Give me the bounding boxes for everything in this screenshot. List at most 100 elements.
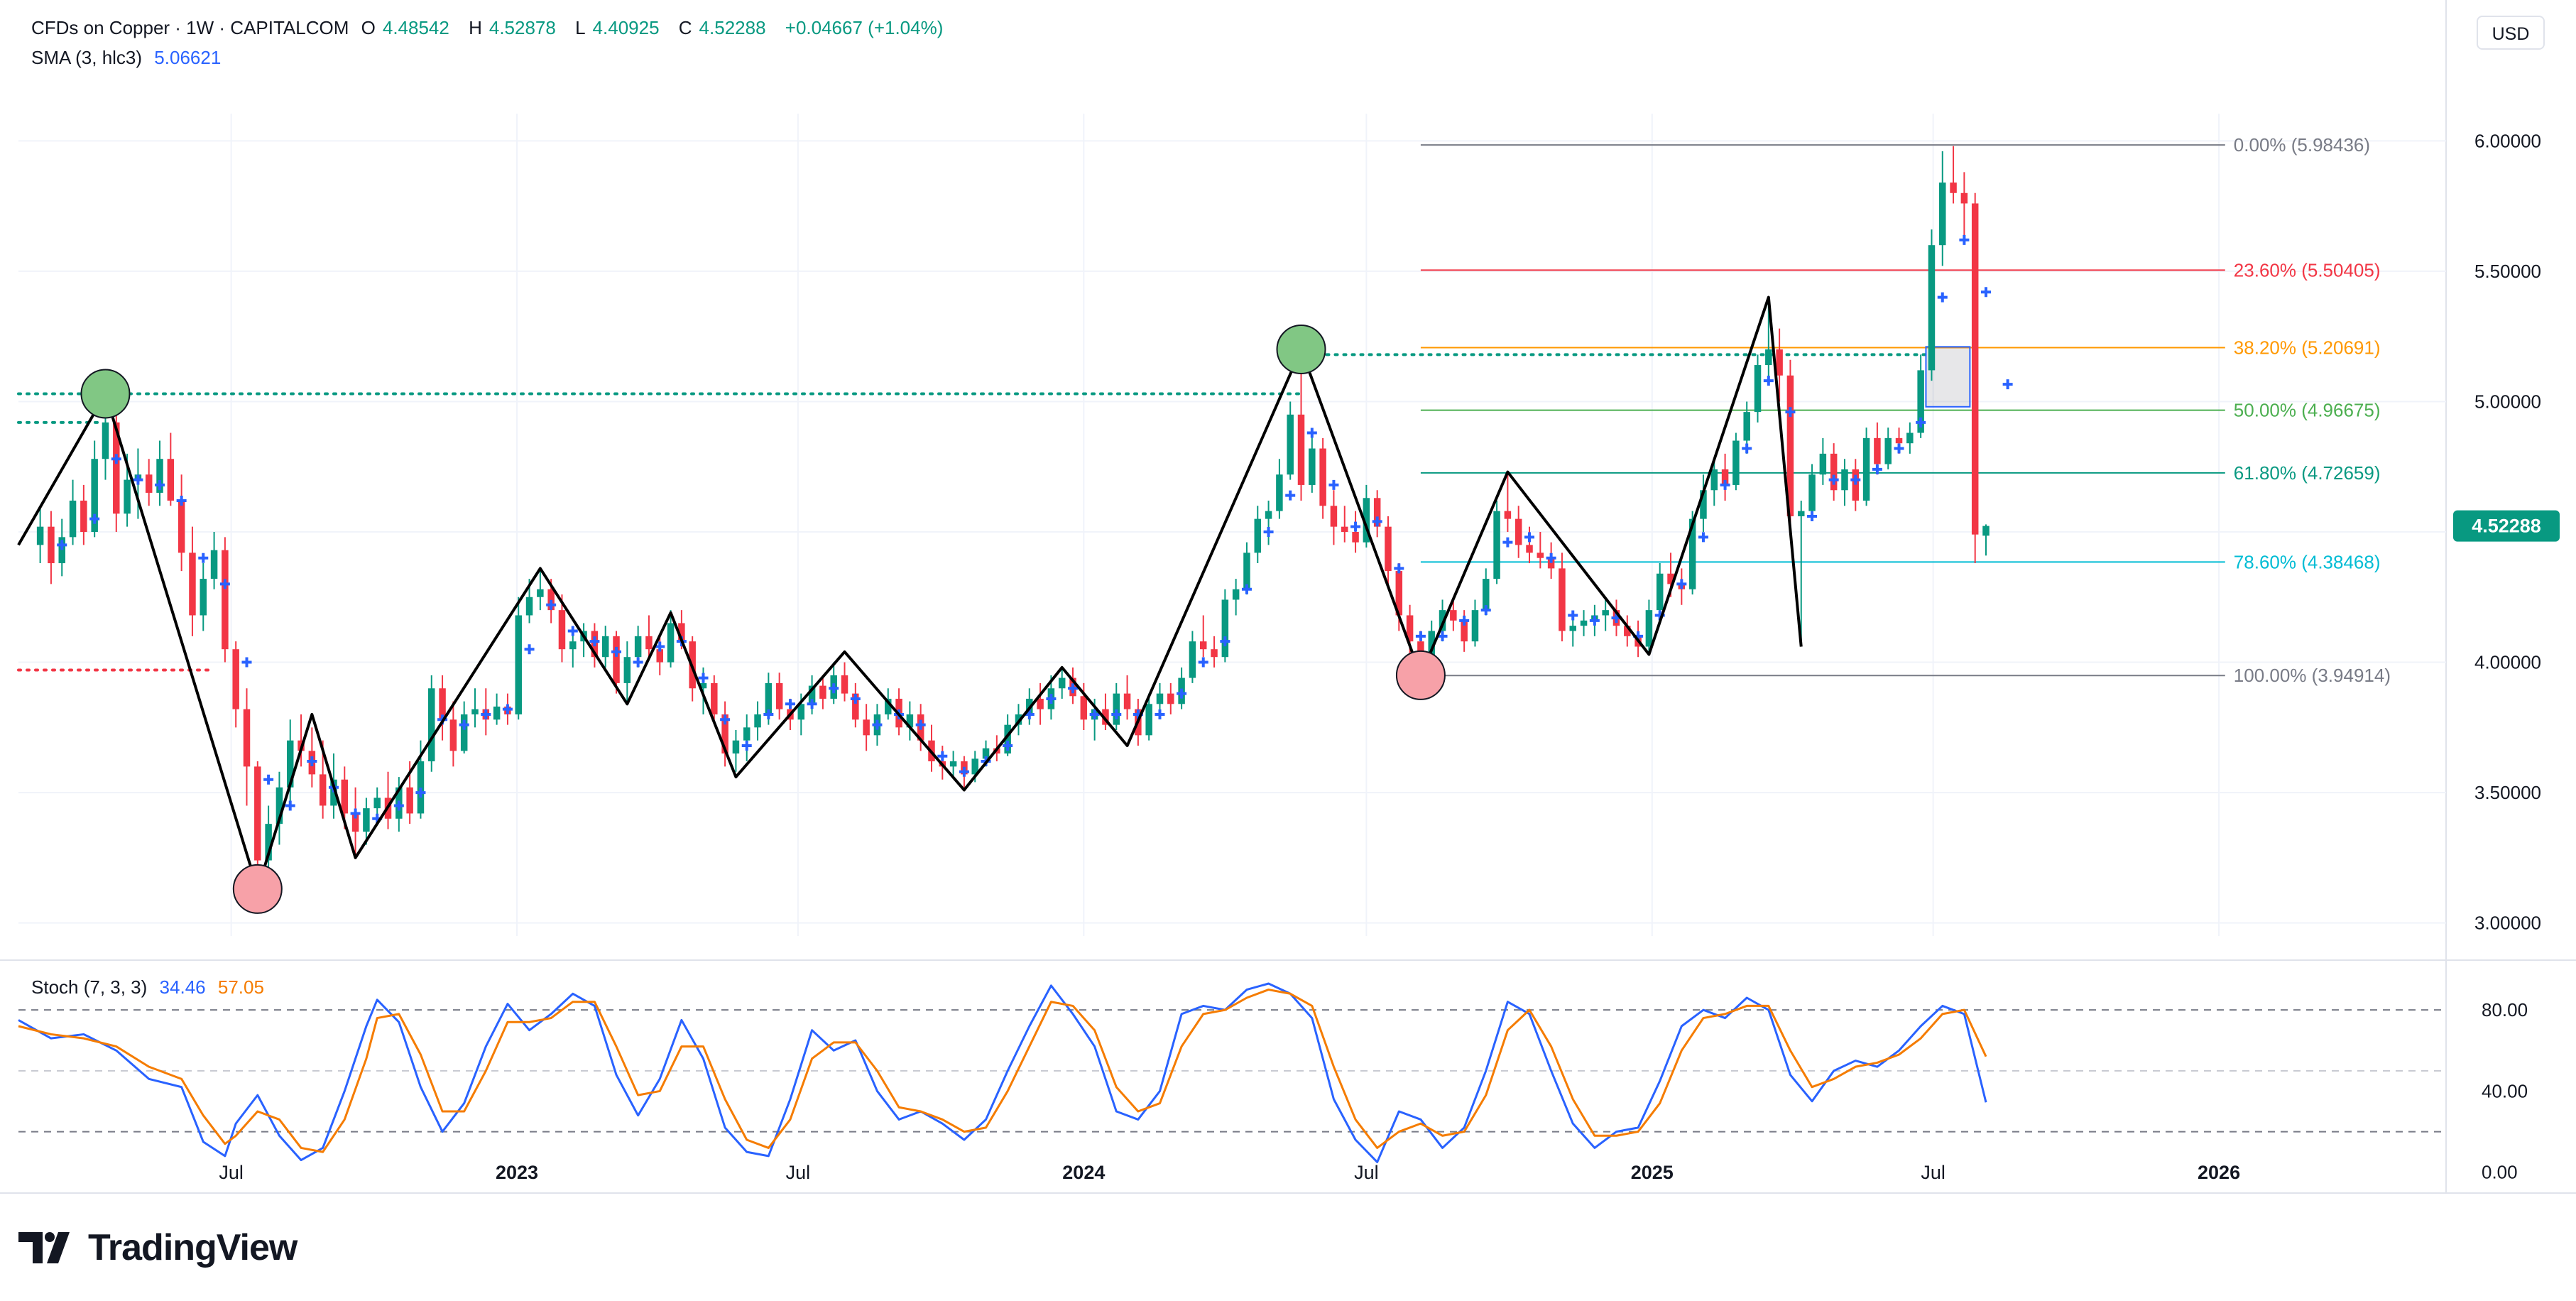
low-label: L: [575, 17, 586, 38]
currency-button[interactable]: USD: [2477, 16, 2545, 50]
candle-body: [1852, 469, 1860, 501]
symbol-title[interactable]: CFDs on Copper · 1W · CAPITALCOM: [31, 17, 349, 38]
candle-body: [1754, 365, 1762, 413]
sma-marker: [1763, 376, 1774, 386]
candle-body: [1515, 518, 1522, 545]
candle-body: [243, 709, 251, 767]
close-value: 4.52288: [699, 17, 766, 38]
sma-marker: [1350, 521, 1361, 532]
candle-body: [1450, 610, 1457, 621]
candle-body: [1406, 615, 1414, 642]
open-label: O: [361, 17, 376, 38]
candle-body: [1917, 370, 1924, 433]
sma-marker: [111, 454, 121, 464]
stoch-tick-label: 80.00: [2482, 999, 2528, 1020]
candle-body: [1145, 704, 1152, 736]
candle-body: [885, 698, 892, 714]
candle-body: [254, 766, 261, 861]
tradingview-logo[interactable]: TradingView: [18, 1223, 298, 1273]
sma-marker: [1828, 474, 1839, 485]
candle-body: [1428, 631, 1435, 658]
sma-marker: [589, 636, 600, 647]
candle-body: [1297, 414, 1305, 485]
sma-marker: [1306, 428, 1317, 438]
candle-body: [1385, 526, 1392, 572]
candle-body: [1743, 412, 1750, 441]
fib-level-label: 23.60% (5.50405): [2234, 259, 2381, 281]
sma-marker: [1003, 741, 1013, 751]
sma-marker: [1546, 552, 1556, 563]
candle-body: [1004, 724, 1011, 754]
stoch-tick-label: 40.00: [2482, 1080, 2528, 1101]
fib-level-label: 78.60% (4.38468): [2234, 551, 2381, 572]
sma-marker: [698, 673, 709, 683]
stoch-legend[interactable]: Stoch (7, 3, 3) 34.46 57.05: [31, 976, 271, 998]
candle-body: [1982, 526, 1990, 536]
sma-marker: [1241, 584, 1252, 594]
candle-body: [1688, 518, 1696, 589]
candle-body: [765, 682, 773, 714]
candle-body: [1309, 448, 1316, 485]
sma-marker: [1328, 479, 1339, 490]
sma-marker: [741, 741, 752, 751]
sma-marker: [1850, 474, 1861, 485]
candle-body: [493, 706, 501, 720]
sma-marker: [1177, 688, 1187, 699]
candle-body: [363, 808, 370, 832]
candle-body: [1765, 349, 1772, 366]
sma-marker: [915, 719, 926, 730]
sma-legend[interactable]: SMA (3, hlc3) 5.06621: [31, 47, 228, 69]
price-tick-label: 6.00000: [2474, 130, 2541, 151]
candle-body: [275, 787, 283, 824]
candle-body: [1211, 649, 1218, 658]
candle-body: [656, 649, 664, 663]
candle-body: [1547, 557, 1555, 569]
sma-value: 5.06621: [154, 47, 222, 68]
candle-body: [949, 761, 957, 767]
sma-marker: [502, 704, 513, 714]
stoch-k-value: 34.46: [159, 976, 206, 998]
candle-body: [906, 714, 914, 728]
candle-body: [1874, 437, 1881, 464]
candle-body: [1417, 641, 1424, 658]
last-price-label: 4.52288: [2472, 516, 2541, 537]
candle-body: [460, 714, 468, 751]
candle-body: [1700, 490, 1707, 519]
time-tick-label: Jul: [219, 1162, 244, 1183]
symbol-legend: CFDs on Copper · 1W · CAPITALCOM O 4.4854…: [31, 17, 950, 39]
candle-body: [1123, 693, 1131, 709]
candle-body: [1483, 579, 1490, 611]
sma-marker: [1568, 610, 1578, 621]
sma-marker: [1459, 615, 1470, 626]
last-price-badge: [2453, 510, 2560, 542]
candle-body: [319, 774, 327, 806]
candle-body: [1276, 474, 1283, 511]
sma-marker: [1198, 657, 1208, 668]
sma-marker: [263, 774, 274, 785]
sma-marker: [393, 800, 404, 811]
pivot-high-marker: [80, 369, 131, 419]
sma-marker: [1263, 527, 1274, 537]
candle-body: [48, 526, 55, 564]
sma-marker: [1089, 709, 1100, 719]
fib-level-label: 100.00% (3.94914): [2234, 665, 2391, 686]
candle-body: [601, 636, 609, 658]
sma-marker: [1959, 234, 1970, 245]
brand-name: TradingView: [88, 1227, 298, 1268]
candle-body: [667, 623, 675, 663]
zigzag-line: [17, 295, 1803, 891]
candle-body: [1895, 437, 1903, 444]
sma-marker: [763, 709, 774, 719]
candle-body: [69, 500, 77, 538]
sma-marker: [785, 699, 795, 709]
sma-marker: [89, 513, 100, 524]
candle-body: [1537, 552, 1544, 558]
stoch-label: Stoch (7, 3, 3): [31, 976, 148, 998]
candle-body: [1243, 552, 1250, 589]
candle-body: [1037, 698, 1044, 709]
price-tick-label: 5.50000: [2474, 261, 2541, 282]
high-value: 4.52878: [489, 17, 556, 38]
pivot-low-marker: [1395, 650, 1446, 700]
sma-marker: [1589, 615, 1600, 626]
